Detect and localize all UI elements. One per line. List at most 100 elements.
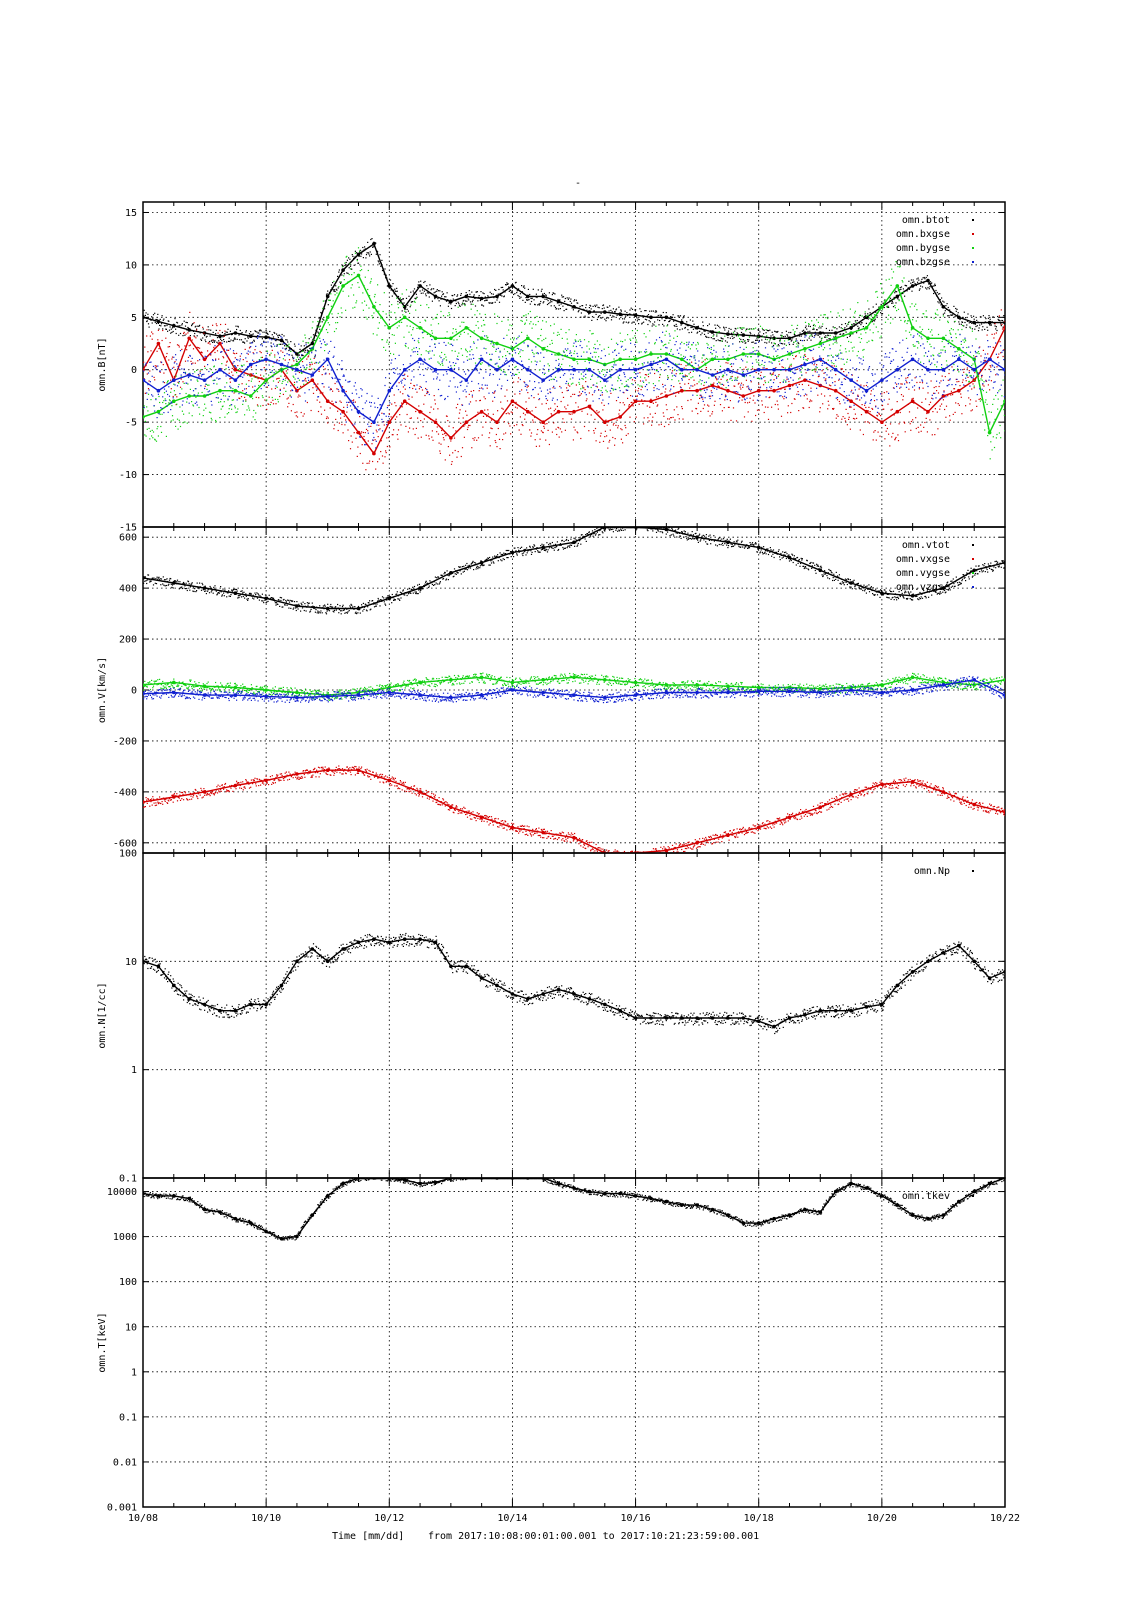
scatter-sample (502, 289, 504, 291)
scatter-sample (544, 346, 546, 349)
scatter-sample (422, 426, 424, 428)
scatter-sample (378, 263, 380, 265)
scatter-sample (437, 361, 439, 363)
scatter-sample (816, 319, 818, 321)
scatter-sample (351, 254, 353, 256)
scatter-sample (931, 286, 933, 288)
scatter-sample (449, 299, 451, 301)
scatter-sample (663, 415, 665, 417)
data-point (695, 388, 699, 393)
scatter-sample (202, 357, 204, 359)
scatter-sample (724, 394, 727, 396)
scatter-sample (397, 307, 400, 309)
scatter-sample (907, 320, 909, 322)
scatter-sample (228, 349, 230, 351)
scatter-sample (348, 257, 350, 259)
scatter-sample (210, 354, 212, 356)
scatter-sample (410, 382, 412, 384)
scatter-sample (163, 318, 165, 320)
scatter-sample (778, 360, 780, 362)
scatter-sample (647, 323, 649, 326)
scatter-sample (658, 324, 660, 326)
scatter-sample (704, 330, 706, 332)
scatter-sample (173, 356, 175, 358)
scatter-sample (215, 397, 217, 399)
scatter-sample (224, 333, 226, 335)
scatter-sample (415, 297, 417, 299)
data-point (880, 305, 884, 309)
scatter-sample (826, 339, 828, 341)
scatter-sample (905, 377, 907, 379)
scatter-sample (417, 284, 419, 286)
scatter-sample (218, 343, 220, 345)
scatter-sample (327, 290, 329, 292)
scatter-sample (344, 395, 346, 397)
scatter-sample (312, 346, 315, 348)
scatter-sample (352, 424, 354, 426)
scatter-sample (650, 351, 652, 353)
scatter-sample (931, 334, 933, 336)
scatter-sample (466, 294, 469, 296)
scatter-sample (900, 286, 903, 288)
scatter-sample (902, 292, 904, 295)
scatter-sample (421, 289, 424, 291)
scatter-sample (346, 404, 348, 406)
scatter-sample (160, 361, 162, 363)
scatter-sample (244, 396, 246, 398)
scatter-sample (865, 315, 867, 317)
scatter-sample (562, 358, 564, 360)
scatter-sample (534, 439, 536, 441)
scatter-sample (657, 404, 659, 406)
scatter-sample (175, 375, 177, 377)
scatter-sample (681, 341, 683, 343)
scatter-sample (170, 401, 172, 403)
scatter-sample (234, 357, 236, 359)
scatter-sample (674, 419, 676, 421)
scatter-sample (343, 375, 345, 377)
scatter-sample (491, 302, 493, 304)
scatter-sample (681, 372, 683, 374)
scatter-sample (405, 368, 408, 370)
scatter-sample (552, 387, 554, 389)
scatter-sample (999, 424, 1001, 427)
scatter-sample (157, 322, 159, 324)
scatter-sample (777, 404, 779, 406)
scatter-sample (486, 299, 488, 301)
scatter-sample (895, 302, 897, 304)
scatter-sample (822, 331, 824, 333)
scatter-sample (223, 335, 225, 337)
scatter-sample (854, 413, 856, 415)
scatter-sample (182, 381, 184, 383)
data-point (387, 388, 392, 393)
scatter-sample (748, 401, 751, 403)
scatter-sample (748, 388, 750, 390)
scatter-sample (584, 389, 586, 391)
scatter-sample (287, 381, 289, 383)
scatter-sample (304, 377, 307, 379)
scatter-sample (540, 334, 542, 337)
data-point (495, 420, 499, 425)
scatter-sample (515, 401, 517, 403)
scatter-sample (330, 284, 332, 286)
scatter-sample (466, 428, 469, 431)
scatter-sample (933, 292, 935, 295)
scatter-sample (199, 372, 201, 374)
scatter-sample (777, 375, 779, 377)
scatter-sample (214, 340, 216, 342)
scatter-sample (610, 309, 612, 311)
scatter-sample (437, 433, 440, 435)
scatter-sample (612, 389, 614, 391)
scatter-sample (625, 321, 627, 323)
scatter-sample (318, 370, 320, 372)
scatter-sample (633, 371, 635, 373)
scatter-sample (313, 336, 315, 338)
scatter-sample (581, 410, 583, 412)
scatter-sample (971, 409, 973, 411)
scatter-sample (921, 328, 924, 331)
scatter-sample (909, 286, 911, 288)
scatter-sample (436, 426, 438, 428)
scatter-sample (739, 327, 741, 329)
scatter-sample (281, 333, 283, 336)
scatter-sample (565, 332, 567, 334)
scatter-sample (294, 370, 296, 372)
